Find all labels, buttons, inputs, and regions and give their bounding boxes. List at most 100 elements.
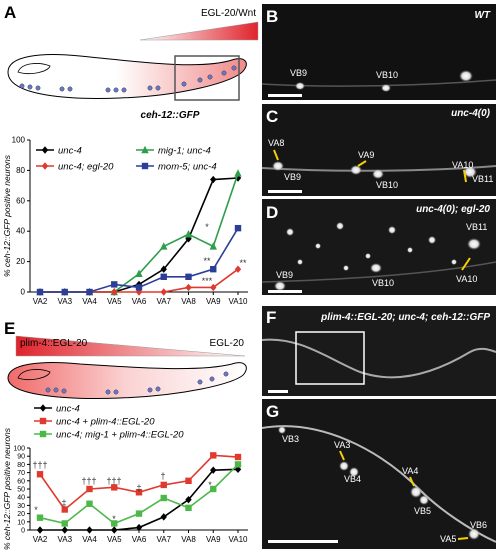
legend-label: unc-4 (56, 404, 80, 415)
panel-letter: E (4, 319, 15, 338)
nerve-cord (261, 338, 496, 379)
zoom-box (174, 55, 240, 101)
panel-letter: A (4, 3, 16, 22)
marker (86, 288, 93, 296)
panel-letter: D (266, 203, 278, 222)
y-tick-label: 100 (12, 136, 26, 145)
genotype: plim-4::EGL-20; unc-4; ceh-12::GFP (320, 312, 490, 323)
panel-letter: G (266, 402, 279, 421)
marker (111, 520, 118, 527)
cell-label: VB6 (470, 520, 487, 530)
y-tick-label: 30 (17, 503, 25, 510)
legend-label: unc-4 + plim-4::EGL-20 (56, 417, 155, 428)
worm (7, 362, 247, 399)
y-tick-label: 60 (16, 196, 25, 205)
cell-label: VA4 (402, 466, 418, 476)
cell-label: VA8 (268, 138, 284, 148)
marker (86, 500, 93, 507)
annotation: ††† (106, 476, 121, 486)
scale-bar (268, 94, 302, 97)
zoom-box (295, 331, 365, 385)
annotation: ** (239, 258, 247, 268)
micrograph (262, 306, 496, 396)
cell-label: VB10 (376, 70, 398, 80)
arrow (409, 476, 415, 487)
marker (210, 452, 217, 459)
x-tick-label: VA4 (82, 535, 97, 544)
annotation: * (112, 514, 116, 524)
arrow (357, 160, 367, 167)
y-tick-label: 0 (21, 528, 25, 535)
micrograph (262, 104, 496, 196)
cell-label: VB4 (344, 474, 361, 484)
x-tick-label: VA7 (156, 535, 171, 544)
marker (39, 430, 47, 438)
cell (463, 166, 477, 178)
cell-label: VA3 (334, 440, 350, 450)
cell (274, 281, 286, 291)
x-tick-label: VA9 (206, 535, 221, 544)
marker (135, 510, 143, 517)
scale-bar (268, 390, 288, 393)
scale-bar (268, 290, 302, 293)
marker (185, 273, 192, 280)
marker (185, 495, 192, 504)
legend-label: mom-5; unc-4 (158, 162, 217, 173)
cell-label: VA10 (456, 274, 477, 284)
y-tick-label: 20 (16, 257, 25, 266)
arrow (273, 149, 279, 161)
marker (160, 242, 168, 250)
arrow (463, 169, 467, 183)
cell (350, 165, 362, 175)
marker (86, 526, 93, 534)
y-tick-label: 100 (13, 446, 25, 453)
cell-label: VB3 (282, 434, 299, 444)
y-tick-label: 80 (17, 462, 25, 469)
marker (185, 283, 192, 292)
y-tick-label: 20 (17, 511, 25, 518)
legend-label: unc-4; mig-1 + plim-4::EGL-20 (56, 430, 184, 441)
cell (370, 263, 382, 273)
marker (39, 417, 47, 425)
cell (467, 238, 481, 250)
neurons (19, 65, 237, 93)
marker (61, 506, 68, 513)
marker (210, 485, 217, 493)
marker (210, 283, 217, 292)
x-tick-label: VA5 (107, 297, 122, 306)
pharynx (17, 369, 51, 380)
marker (41, 162, 49, 170)
cell-label: VB10 (376, 180, 398, 190)
cell (381, 84, 391, 92)
marker (234, 461, 242, 468)
marker (141, 145, 149, 154)
x-tick-label: VA8 (181, 535, 196, 544)
cell (272, 161, 284, 171)
cell-label: VB9 (276, 270, 293, 280)
genotype: unc-4(0); egl-20 (416, 204, 490, 215)
legend-label: unc-4; egl-20 (58, 162, 114, 173)
cell-label: VA9 (358, 150, 374, 160)
marker (39, 404, 47, 412)
micrograph (262, 199, 496, 295)
marker (185, 477, 192, 484)
marker (135, 489, 143, 496)
annotation: * (208, 480, 212, 490)
marker (160, 273, 167, 280)
marker (160, 265, 167, 273)
panel-letter: C (266, 107, 278, 126)
marker (210, 266, 217, 273)
marker (36, 471, 44, 478)
cell-label: VB9 (290, 68, 307, 78)
marker (234, 453, 242, 461)
marker (41, 146, 49, 154)
legend-label: mig-1; unc-4 (158, 146, 211, 157)
arrow (339, 450, 345, 461)
y-tick-label: 90 (17, 454, 25, 461)
genotype: WT (474, 10, 490, 21)
gut-granules (286, 222, 457, 271)
nerve-cord (261, 79, 496, 87)
y-tick-label: 0 (21, 288, 26, 297)
y-axis-label: % ceh-12::GFP positive neurons (2, 427, 12, 550)
